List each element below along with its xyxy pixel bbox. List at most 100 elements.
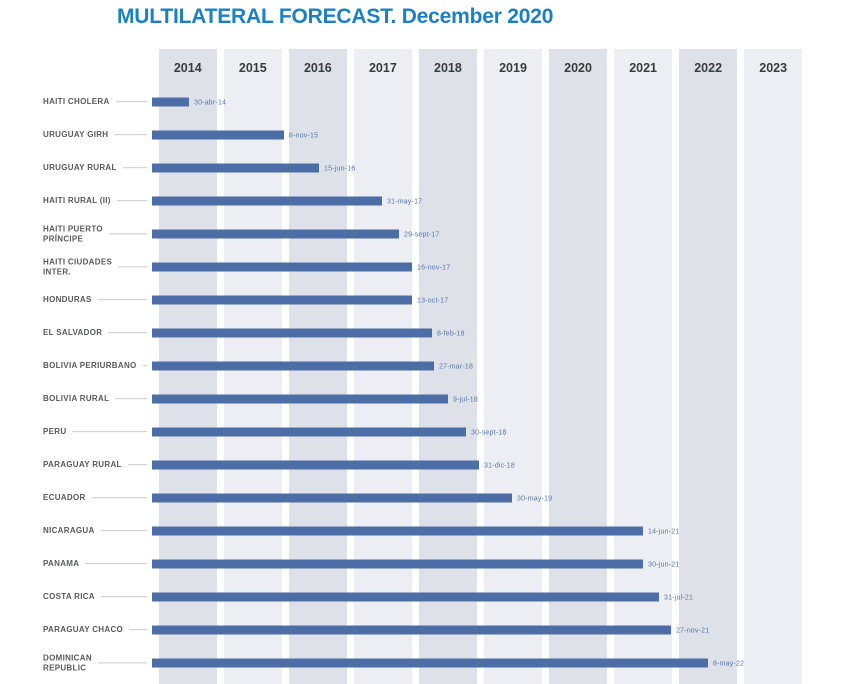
- row-label: PARAGUAY RURAL: [43, 460, 122, 470]
- row-label-wrap: ECUADOR: [43, 493, 149, 503]
- gantt-bar: [152, 658, 708, 668]
- table-row: PERU 30-sept-18: [0, 416, 845, 449]
- year-label: 2023: [759, 61, 788, 75]
- row-label-wrap: HAITI PUERTO PRÍNCIPE: [43, 224, 149, 243]
- row-label: HAITI PUERTO PRÍNCIPE: [43, 224, 103, 243]
- row-label-wrap: HAITI CIUDADES INTER.: [43, 257, 149, 276]
- table-row: URUGUAY RURAL 15-jun-16: [0, 152, 845, 185]
- table-row: NICARAGUA 14-jun-21: [0, 515, 845, 548]
- table-row: COSTA RICA 31-jul-21: [0, 581, 845, 614]
- row-label-wrap: PARAGUAY RURAL: [43, 460, 149, 470]
- row-label: DOMINICAN REPUBLIC: [43, 653, 92, 672]
- date-label: 30-abr-14: [194, 99, 227, 107]
- row-label-wrap: HAITI CHOLERA: [43, 97, 149, 107]
- leader-line: [114, 134, 147, 136]
- date-label: 8-feb-18: [437, 330, 465, 338]
- date-label: 14-jun-21: [648, 528, 680, 536]
- row-label: URUGUAY RURAL: [43, 163, 117, 173]
- row-label: PANAMA: [43, 559, 80, 569]
- table-row: URUGUAY GIRH 8-nov-15: [0, 119, 845, 152]
- row-label: PERU: [43, 427, 67, 437]
- leader-line: [100, 596, 147, 598]
- row-label-wrap: NICARAGUA: [43, 526, 149, 536]
- gantt-bar: [152, 427, 466, 437]
- gantt-bar: [152, 559, 643, 569]
- date-label: 31-jul-21: [664, 594, 694, 602]
- table-row: BOLIVIA PERIURBANO 27-mar-18: [0, 350, 845, 383]
- gantt-bar: [152, 493, 512, 503]
- gantt-bar: [152, 262, 412, 272]
- gantt-bar: [152, 130, 284, 140]
- leader-line: [72, 431, 147, 433]
- gantt-bar: [152, 97, 189, 107]
- year-label: 2018: [434, 61, 462, 75]
- row-label-wrap: PANAMA: [43, 559, 149, 569]
- table-row: HONDURAS 13-oct-17: [0, 284, 845, 317]
- row-label-wrap: PARAGUAY CHACO: [43, 625, 149, 635]
- gantt-bar: [152, 526, 643, 536]
- row-label: HONDURAS: [43, 295, 92, 305]
- leader-line: [115, 101, 147, 103]
- year-label: 2016: [303, 61, 332, 75]
- row-label: PARAGUAY CHACO: [43, 625, 124, 635]
- year-label: 2017: [368, 61, 397, 75]
- table-row: HAITI CHOLERA 30-abr-14: [0, 86, 845, 119]
- leader-line: [91, 497, 147, 499]
- date-label: 30-may-19: [517, 495, 553, 503]
- table-row: HAITI CIUDADES INTER. 16-nov-17: [0, 251, 845, 284]
- table-row: PARAGUAY CHACO 27-nov-21: [0, 614, 845, 647]
- row-label-wrap: BOLIVIA RURAL: [43, 394, 149, 404]
- table-row: DOMINICAN REPUBLIC 8-may-22: [0, 647, 845, 680]
- row-label: NICARAGUA: [43, 526, 95, 536]
- date-label: 31-dic-18: [484, 462, 515, 470]
- row-label: URUGUAY GIRH: [43, 130, 109, 140]
- gantt-bar: [152, 328, 432, 338]
- gantt-bar: [152, 394, 448, 404]
- row-label-wrap: BOLIVIA PERIURBANO: [43, 361, 149, 371]
- year-band-2022: 2022: [678, 49, 738, 684]
- leader-line: [122, 167, 147, 169]
- gantt-bar: [152, 460, 479, 470]
- row-label: ECUADOR: [43, 493, 86, 503]
- row-label-wrap: PERU: [43, 427, 149, 437]
- date-label: 16-nov-17: [417, 264, 451, 272]
- gantt-bar: [152, 592, 659, 602]
- gantt-bar: [152, 361, 434, 371]
- row-label: HAITI CIUDADES INTER.: [43, 257, 113, 276]
- gantt-bar: [152, 625, 671, 635]
- table-row: HAITI PUERTO PRÍNCIPE 29-sept-17: [0, 218, 845, 251]
- date-label: 30-jun-21: [648, 561, 680, 569]
- date-label: 30-sept-18: [471, 429, 507, 437]
- row-label-wrap: EL SALVADOR: [43, 328, 149, 338]
- leader-line: [116, 200, 147, 202]
- year-label: 2014: [173, 61, 202, 75]
- leader-line: [115, 398, 147, 400]
- table-row: EL SALVADOR 8-feb-18: [0, 317, 845, 350]
- row-label: BOLIVIA PERIURBANO: [43, 361, 137, 371]
- year-band-2023: 2023: [743, 49, 803, 684]
- year-band-2021: 2021: [613, 49, 673, 684]
- date-label: 13-oct-17: [417, 297, 449, 305]
- year-band-2020: 2020: [548, 49, 608, 684]
- gantt-bar: [152, 229, 399, 239]
- date-label: 31-may-17: [387, 198, 423, 206]
- table-row: ECUADOR 30-may-19: [0, 482, 845, 515]
- gantt-bar: [152, 196, 382, 206]
- date-label: 8-may-22: [713, 660, 745, 668]
- row-label-wrap: DOMINICAN REPUBLIC: [43, 653, 149, 672]
- row-label-wrap: URUGUAY GIRH: [43, 130, 149, 140]
- date-label: 29-sept-17: [404, 231, 440, 239]
- date-label: 9-jul-18: [453, 396, 478, 404]
- row-label-wrap: URUGUAY RURAL: [43, 163, 149, 173]
- leader-line: [100, 530, 147, 532]
- table-row: HAITI RURAL (II) 31-may-17: [0, 185, 845, 218]
- leader-line: [97, 299, 147, 301]
- row-label-wrap: COSTA RICA: [43, 592, 149, 602]
- table-row: BOLIVIA RURAL 9-jul-18: [0, 383, 845, 416]
- gantt-bar: [152, 163, 319, 173]
- leader-line: [127, 464, 147, 466]
- date-label: 8-nov-15: [289, 132, 319, 140]
- leader-line: [108, 233, 147, 235]
- year-label: 2015: [238, 61, 267, 75]
